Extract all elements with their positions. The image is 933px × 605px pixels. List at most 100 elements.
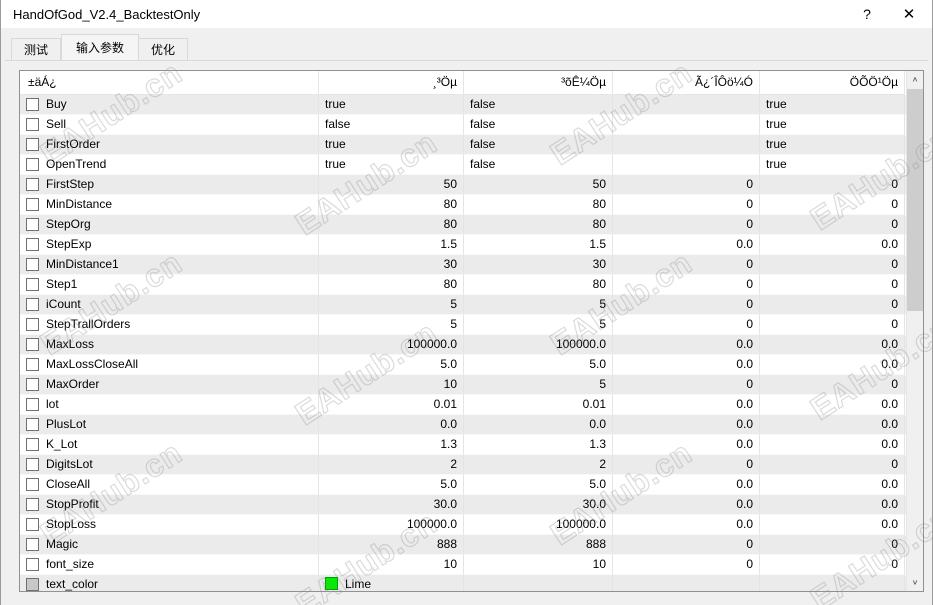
start-cell[interactable]: 2 (464, 455, 613, 475)
optimize-checkbox[interactable] (26, 138, 39, 151)
parameter-name-cell[interactable]: MaxLoss (20, 335, 319, 355)
value-cell[interactable]: Lime (319, 575, 464, 591)
start-cell[interactable]: false (464, 115, 613, 135)
stop-cell[interactable]: 0 (760, 175, 905, 195)
value-cell[interactable]: 0.01 (319, 395, 464, 415)
stop-cell[interactable]: true (760, 115, 905, 135)
parameter-name-cell[interactable]: FirstStep (20, 175, 319, 195)
parameter-name-cell[interactable]: StepExp (20, 235, 319, 255)
value-cell[interactable]: 30 (319, 255, 464, 275)
step-cell[interactable]: 0.0 (613, 235, 760, 255)
optimize-checkbox[interactable] (26, 418, 39, 431)
tab-optimization[interactable]: 优化 (139, 38, 189, 60)
optimize-checkbox[interactable] (26, 518, 39, 531)
scrollbar-thumb[interactable] (907, 89, 923, 311)
step-cell[interactable] (613, 155, 760, 175)
start-cell[interactable]: 1.3 (464, 435, 613, 455)
start-cell[interactable]: 5.0 (464, 355, 613, 375)
value-cell[interactable]: 5 (319, 295, 464, 315)
start-cell[interactable]: 50 (464, 175, 613, 195)
step-cell[interactable]: 0 (613, 375, 760, 395)
start-cell[interactable]: 80 (464, 215, 613, 235)
stop-cell[interactable]: 0.0 (760, 355, 905, 375)
value-cell[interactable]: 100000.0 (319, 515, 464, 535)
parameter-name-cell[interactable]: text_color (20, 575, 319, 591)
step-cell[interactable]: 0 (613, 315, 760, 335)
optimize-checkbox[interactable] (26, 458, 39, 471)
start-cell[interactable]: 30 (464, 255, 613, 275)
parameter-name-cell[interactable]: Buy (20, 95, 319, 115)
optimize-checkbox[interactable] (26, 258, 39, 271)
step-cell[interactable]: 0 (613, 555, 760, 575)
parameter-name-cell[interactable]: lot (20, 395, 319, 415)
step-cell[interactable]: 0.0 (613, 395, 760, 415)
value-cell[interactable]: 5.0 (319, 355, 464, 375)
parameter-name-cell[interactable]: FirstOrder (20, 135, 319, 155)
step-cell[interactable]: 0.0 (613, 335, 760, 355)
start-cell[interactable]: false (464, 135, 613, 155)
start-cell[interactable]: 5 (464, 295, 613, 315)
scroll-up-button[interactable]: ∧ (907, 71, 923, 88)
value-cell[interactable]: 10 (319, 375, 464, 395)
stop-cell[interactable]: 0 (760, 315, 905, 335)
parameter-name-cell[interactable]: K_Lot (20, 435, 319, 455)
value-cell[interactable]: 2 (319, 455, 464, 475)
step-cell[interactable]: 0 (613, 175, 760, 195)
optimize-checkbox[interactable] (26, 538, 39, 551)
stop-cell[interactable]: 0.0 (760, 515, 905, 535)
step-cell[interactable] (613, 115, 760, 135)
stop-cell[interactable]: 0.0 (760, 475, 905, 495)
optimize-checkbox[interactable] (26, 338, 39, 351)
step-cell[interactable]: 0.0 (613, 495, 760, 515)
parameter-name-cell[interactable]: StopProfit (20, 495, 319, 515)
parameter-name-cell[interactable]: Magic (20, 535, 319, 555)
value-cell[interactable]: 1.5 (319, 235, 464, 255)
value-cell[interactable]: false (319, 115, 464, 135)
parameter-name-cell[interactable]: StopLoss (20, 515, 319, 535)
start-cell[interactable]: 5 (464, 315, 613, 335)
stop-cell[interactable]: 0 (760, 255, 905, 275)
start-cell[interactable]: 0.01 (464, 395, 613, 415)
value-cell[interactable]: 80 (319, 195, 464, 215)
stop-cell[interactable]: true (760, 155, 905, 175)
optimize-checkbox[interactable] (26, 438, 39, 451)
step-cell[interactable]: 0.0 (613, 435, 760, 455)
stop-cell[interactable]: 0.0 (760, 415, 905, 435)
stop-cell[interactable]: true (760, 135, 905, 155)
value-cell[interactable]: 10 (319, 555, 464, 575)
value-cell[interactable]: 50 (319, 175, 464, 195)
optimize-checkbox[interactable] (26, 158, 39, 171)
help-button[interactable]: ? (863, 6, 871, 22)
step-cell[interactable]: 0.0 (613, 515, 760, 535)
step-cell[interactable]: 0.0 (613, 355, 760, 375)
step-cell[interactable]: 0 (613, 535, 760, 555)
value-cell[interactable]: 0.0 (319, 415, 464, 435)
close-button[interactable]: ✕ (902, 6, 916, 23)
stop-cell[interactable]: 0 (760, 455, 905, 475)
stop-cell[interactable]: 0.0 (760, 335, 905, 355)
stop-cell[interactable]: 0.0 (760, 495, 905, 515)
optimize-checkbox[interactable] (26, 178, 39, 191)
value-cell[interactable]: 100000.0 (319, 335, 464, 355)
parameter-name-cell[interactable]: MaxOrder (20, 375, 319, 395)
start-cell[interactable]: 5 (464, 375, 613, 395)
parameter-name-cell[interactable]: Sell (20, 115, 319, 135)
optimize-checkbox[interactable] (26, 498, 39, 511)
optimize-checkbox[interactable] (26, 218, 39, 231)
parameter-name-cell[interactable]: MinDistance (20, 195, 319, 215)
step-cell[interactable]: 0.0 (613, 475, 760, 495)
parameter-name-cell[interactable]: font_size (20, 555, 319, 575)
start-cell[interactable]: 100000.0 (464, 335, 613, 355)
value-cell[interactable]: true (319, 135, 464, 155)
step-cell[interactable]: 0 (613, 195, 760, 215)
value-cell[interactable]: true (319, 155, 464, 175)
value-cell[interactable]: 1.3 (319, 435, 464, 455)
start-cell[interactable]: 0.0 (464, 415, 613, 435)
step-cell[interactable]: 0.0 (613, 415, 760, 435)
step-cell[interactable] (613, 135, 760, 155)
tab-input-parameters[interactable]: 输入参数 (61, 34, 140, 60)
optimize-checkbox[interactable] (26, 378, 39, 391)
value-cell[interactable]: 30.0 (319, 495, 464, 515)
value-cell[interactable]: true (319, 95, 464, 115)
value-cell[interactable]: 80 (319, 275, 464, 295)
